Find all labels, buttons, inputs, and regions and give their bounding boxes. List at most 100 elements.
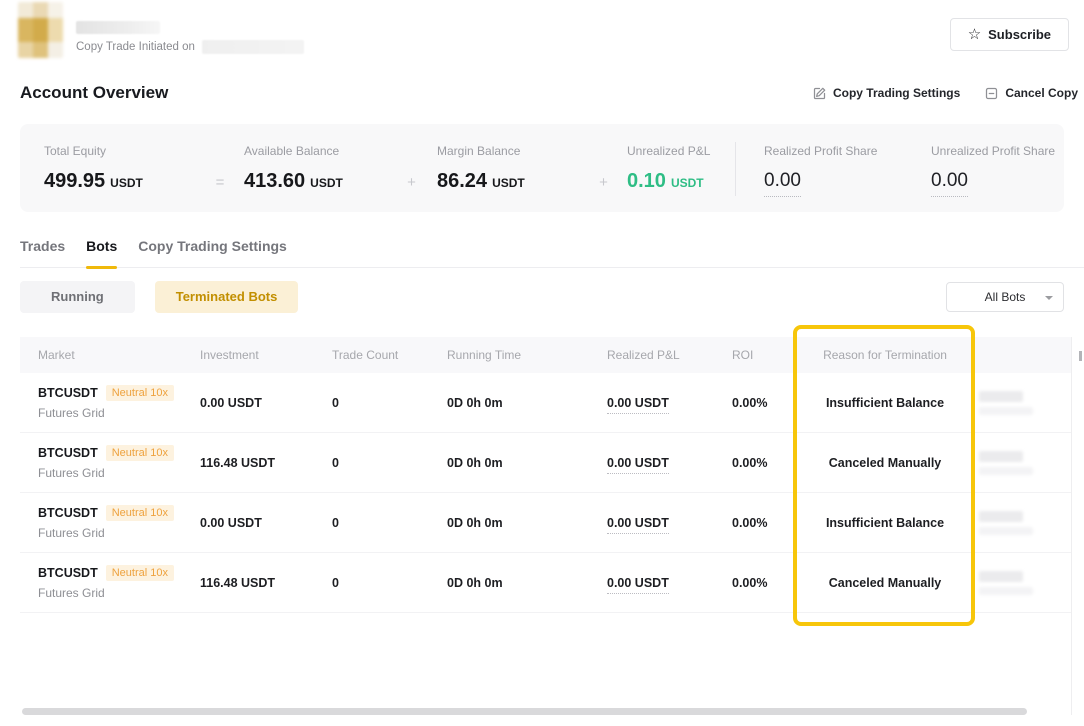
strategy-badge: Neutral 10x	[105, 445, 174, 461]
actions-blurred[interactable]	[979, 570, 1072, 595]
realized-profit-share-value[interactable]: 0.00	[764, 169, 801, 197]
account-overview-row: Account Overview Copy Trading Settings	[20, 83, 1078, 103]
chevron-down-icon	[1045, 295, 1053, 300]
available-balance-stat: Available Balance 413.60 USDT	[244, 144, 386, 212]
col-header-trade-count: Trade Count	[332, 348, 399, 362]
horizontal-scrollbar[interactable]	[22, 708, 1027, 715]
pair-symbol: BTCUSDT	[38, 446, 98, 460]
col-header-running-time: Running Time	[447, 348, 522, 362]
col-header-investment: Investment	[200, 348, 259, 362]
reason-cell: Canceled Manually	[828, 455, 942, 470]
strategy-badge: Neutral 10x	[105, 385, 174, 401]
market-cell: BTCUSDT Neutral 10x Futures Grid	[38, 445, 200, 480]
actions-blurred[interactable]	[979, 390, 1072, 415]
plus-operator: +	[599, 174, 608, 191]
copy-trading-settings-label: Copy Trading Settings	[832, 86, 961, 100]
market-cell: BTCUSDT Neutral 10x Futures Grid	[38, 505, 200, 540]
running-time-cell: 0D 0h 0m	[447, 455, 503, 470]
subscribe-button[interactable]: ☆ Subscribe	[949, 18, 1069, 51]
all-bots-dropdown[interactable]: All Bots	[946, 281, 1064, 312]
bot-type: Futures Grid	[38, 406, 105, 420]
cancel-copy-label: Cancel Copy	[1005, 86, 1078, 100]
terminated-bots-filter-button[interactable]: Terminated Bots	[154, 280, 299, 313]
trade-count-cell: 0	[332, 575, 339, 590]
account-stats-panel: Total Equity 499.95 USDT = Available Bala…	[20, 124, 1064, 212]
realized-pnl-cell[interactable]: 0.00 USDT	[607, 395, 732, 414]
unrealized-profit-share-value[interactable]: 0.00	[931, 169, 968, 197]
copy-trading-settings-button[interactable]: Copy Trading Settings	[812, 86, 960, 101]
investment-cell: 0.00 USDT	[200, 515, 262, 530]
roi-cell: 0.00%	[732, 515, 768, 530]
margin-balance-stat: Margin Balance 86.24 USDT	[437, 144, 580, 212]
actions-blurred[interactable]	[979, 450, 1072, 475]
cancel-copy-button[interactable]: Cancel Copy	[984, 86, 1078, 101]
reason-cell: Insufficient Balance	[825, 515, 945, 530]
investment-cell: 116.48 USDT	[200, 455, 276, 470]
table-row[interactable]: BTCUSDT Neutral 10x Futures Grid 116.48 U…	[20, 433, 1072, 493]
margin-balance-value: 86.24 USDT	[437, 170, 525, 192]
available-balance-label: Available Balance	[244, 144, 340, 158]
trader-name-blurred	[76, 21, 160, 34]
bot-type: Futures Grid	[38, 526, 105, 540]
col-header-roi: ROI	[732, 348, 754, 362]
strategy-badge: Neutral 10x	[105, 565, 174, 581]
bot-type: Futures Grid	[38, 466, 105, 480]
market-cell: BTCUSDT Neutral 10x Futures Grid	[38, 385, 200, 420]
roi-cell: 0.00%	[732, 575, 768, 590]
total-equity-value: 499.95 USDT	[44, 170, 143, 192]
running-filter-button[interactable]: Running	[20, 280, 135, 313]
realized-pnl-cell[interactable]: 0.00 USDT	[607, 575, 732, 594]
trade-count-cell: 0	[332, 395, 339, 410]
table-row[interactable]: BTCUSDT Neutral 10x Futures Grid 0.00 USD…	[20, 373, 1072, 433]
margin-balance-label: Margin Balance	[437, 144, 521, 158]
col-header-reason: Reason for Termination	[823, 348, 947, 362]
investment-cell: 0.00 USDT	[200, 395, 262, 410]
reason-cell: Canceled Manually	[828, 575, 942, 590]
overview-actions: Copy Trading Settings Cancel Copy	[812, 86, 1078, 101]
stats-divider	[735, 142, 736, 196]
table-header-row: Market Investment Trade Count Running Ti…	[20, 337, 1072, 373]
subscribe-label: Subscribe	[988, 27, 1051, 42]
terminated-bots-table: Market Investment Trade Count Running Ti…	[20, 337, 1072, 613]
table-row[interactable]: BTCUSDT Neutral 10x Futures Grid 116.48 U…	[20, 553, 1072, 613]
bots-filter-row: Running Terminated Bots All Bots	[20, 280, 1064, 313]
section-tabs: Trades Bots Copy Trading Settings	[20, 238, 1084, 269]
page-title: Account Overview	[20, 83, 169, 102]
realized-profit-share-label: Realized Profit Share	[764, 144, 878, 158]
star-icon: ☆	[967, 26, 982, 43]
roi-cell: 0.00%	[732, 455, 768, 470]
unrealized-pnl-label: Unrealized P&L	[627, 144, 711, 158]
realized-pnl-cell[interactable]: 0.00 USDT	[607, 515, 732, 534]
actions-blurred[interactable]	[979, 510, 1072, 535]
tab-copy-trading-settings[interactable]: Copy Trading Settings	[138, 238, 287, 254]
edit-icon	[812, 86, 827, 101]
running-time-cell: 0D 0h 0m	[447, 395, 503, 410]
initiated-date-blurred	[201, 40, 304, 54]
unrealized-profit-share-stat: Unrealized Profit Share 0.00	[931, 144, 1055, 212]
clipped-column-header-fragment	[1079, 351, 1082, 361]
reason-cell: Insufficient Balance	[825, 395, 945, 410]
realized-pnl-cell[interactable]: 0.00 USDT	[607, 455, 732, 474]
table-row[interactable]: BTCUSDT Neutral 10x Futures Grid 0.00 USD…	[20, 493, 1072, 553]
col-header-realized-pnl: Realized P&L	[607, 348, 680, 362]
investment-cell: 116.48 USDT	[200, 575, 276, 590]
trader-avatar-blurred	[18, 2, 63, 58]
unrealized-pnl-stat: Unrealized P&L 0.10 USDT	[627, 144, 735, 212]
equals-operator: =	[215, 174, 225, 191]
strategy-badge: Neutral 10x	[105, 505, 174, 521]
tab-trades[interactable]: Trades	[20, 238, 66, 254]
pair-symbol: BTCUSDT	[38, 506, 98, 520]
total-equity-stat: Total Equity 499.95 USDT	[44, 144, 196, 212]
pair-symbol: BTCUSDT	[38, 386, 98, 400]
unrealized-pnl-value: 0.10 USDT	[627, 170, 704, 192]
trade-count-cell: 0	[332, 515, 339, 530]
tab-bots[interactable]: Bots	[86, 238, 118, 269]
bot-type: Futures Grid	[38, 586, 105, 600]
initiated-label: Copy Trade Initiated on	[76, 41, 195, 53]
all-bots-dropdown-value: All Bots	[984, 289, 1026, 304]
unrealized-profit-share-label: Unrealized Profit Share	[931, 144, 1056, 158]
minus-square-icon	[984, 86, 999, 101]
pair-symbol: BTCUSDT	[38, 566, 98, 580]
running-time-cell: 0D 0h 0m	[447, 575, 503, 590]
